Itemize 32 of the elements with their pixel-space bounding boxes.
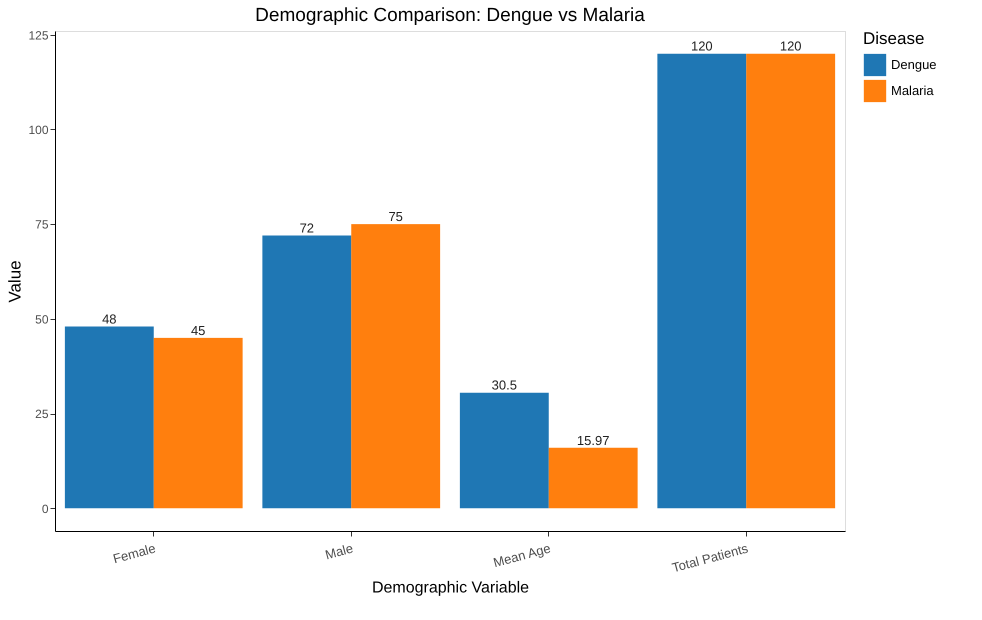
data-label: 30.5	[492, 378, 517, 393]
bar	[351, 224, 440, 508]
x-tick-label: Male	[324, 540, 355, 562]
data-label: 72	[300, 220, 314, 236]
bar	[154, 338, 243, 508]
bar	[657, 54, 746, 508]
bar	[262, 236, 352, 508]
data-label: 48	[102, 311, 117, 326]
y-tick-label: 125	[28, 28, 49, 42]
y-tick-label: 75	[35, 218, 49, 232]
data-label: 75	[388, 209, 403, 224]
bar	[460, 392, 549, 508]
data-label: 15.97	[576, 432, 610, 448]
y-tick-label: 100	[28, 122, 49, 137]
x-axis-title: Demographic Variable	[372, 579, 530, 596]
legend-label: Malaria	[891, 83, 934, 98]
chart-title: Demographic Comparison: Dengue vs Malaria	[255, 4, 646, 26]
y-tick-label: 25	[35, 407, 49, 422]
data-label: 120	[780, 38, 802, 54]
data-label: 120	[690, 38, 713, 54]
y-tick-label: 0	[42, 502, 49, 516]
y-axis-title: Value	[5, 260, 24, 303]
legend-label: Dengue	[891, 57, 937, 72]
bar	[548, 448, 638, 508]
bar	[746, 54, 836, 508]
x-tick-label: Mean Age	[492, 540, 552, 570]
legend-title: Disease	[863, 29, 924, 48]
bar	[64, 326, 154, 508]
y-tick-label: 50	[35, 312, 49, 326]
x-tick-label: Female	[111, 540, 158, 566]
data-label: 45	[190, 322, 206, 338]
x-tick-label: Total Patients	[670, 540, 750, 576]
